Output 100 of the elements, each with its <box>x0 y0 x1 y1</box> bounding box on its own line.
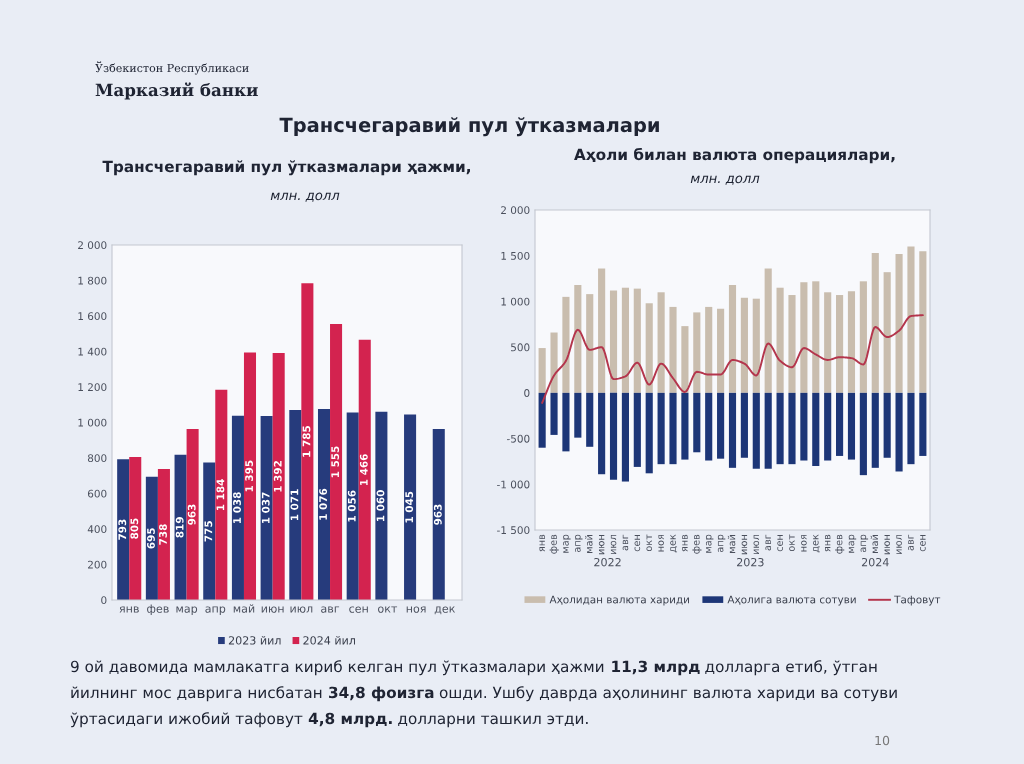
x-tick-label: мар <box>176 606 198 615</box>
data-label: 1 038 <box>233 492 241 524</box>
bar <box>919 251 927 393</box>
bar <box>776 287 784 393</box>
bar <box>215 389 228 600</box>
bar <box>562 296 570 393</box>
data-label: 963 <box>187 504 196 525</box>
text: Ўзбекистон Республикаси <box>95 61 249 75</box>
bar <box>243 352 257 600</box>
text: йилнинг мос даврига нисбатан <box>71 686 322 702</box>
y-tick-label: 600 <box>87 489 107 498</box>
bar <box>598 268 606 393</box>
chart-title: Трансчегаравий пул ўтказмалари ҳажми, <box>102 160 470 176</box>
bar <box>907 392 915 465</box>
x-tick-label: июл <box>896 534 902 554</box>
bar <box>728 284 737 393</box>
bar <box>260 415 273 600</box>
x-tick-label: апр <box>860 534 869 553</box>
bar <box>728 392 737 468</box>
data-label: 819 <box>175 517 184 538</box>
bar <box>633 288 641 393</box>
text: 11,3 млрд <box>612 660 700 676</box>
text: 10 <box>875 735 890 746</box>
bar <box>609 290 618 393</box>
text: 2024 <box>861 557 889 567</box>
bar <box>129 457 142 600</box>
bar <box>621 392 629 482</box>
bar <box>883 392 891 458</box>
bar <box>574 392 582 438</box>
bar <box>669 306 677 393</box>
bar <box>681 392 689 460</box>
bar <box>895 253 903 393</box>
bar <box>289 409 302 600</box>
x-tick-label: ноя <box>658 534 664 552</box>
chart-title: Аҳоли билан валюта операциялари, <box>574 147 895 164</box>
bar <box>693 392 701 453</box>
bar <box>346 412 359 600</box>
y-tick-label: -500 <box>507 434 530 443</box>
x-tick-label: авг <box>765 534 772 551</box>
text: 2022 <box>594 557 621 567</box>
legend-label: Тафовут <box>894 595 941 606</box>
x-tick-label: авг <box>622 534 629 551</box>
text: Марказий банки <box>95 82 258 100</box>
y-tick-label: 0 <box>101 596 107 605</box>
x-tick-label: дек <box>670 534 678 553</box>
bar <box>645 392 653 474</box>
x-tick-label: июл <box>753 534 760 554</box>
bar <box>859 392 867 476</box>
bar <box>895 392 903 472</box>
data-label: 1 045 <box>405 491 414 523</box>
bar <box>740 297 748 393</box>
x-tick-label: ноя <box>801 534 807 552</box>
bar <box>717 392 725 459</box>
bar <box>812 281 820 393</box>
bar <box>174 454 187 600</box>
bar <box>788 295 796 393</box>
bar <box>752 392 760 469</box>
x-tick-label: июн <box>598 535 605 555</box>
x-tick-label: мар <box>705 534 714 553</box>
bar <box>550 332 558 393</box>
bar <box>538 348 546 393</box>
text: 4,8 млрд. <box>308 712 392 728</box>
bar <box>317 409 331 600</box>
x-tick-label: сен <box>777 535 783 552</box>
x-tick-label: июн <box>741 535 748 555</box>
bar <box>764 268 772 393</box>
bar <box>301 283 314 600</box>
bar <box>203 462 216 600</box>
data-label: 1 392 <box>273 461 282 492</box>
bar <box>752 298 760 393</box>
bar <box>824 392 832 461</box>
chart-subtitle: млн. долл <box>270 192 340 202</box>
y-tick-label: 1 800 <box>78 276 107 285</box>
bar <box>586 294 594 393</box>
bar <box>717 308 725 393</box>
y-tick-label: 1 600 <box>78 312 107 321</box>
y-tick-label: 1 200 <box>78 383 107 392</box>
bar <box>847 291 856 393</box>
bar <box>919 392 927 456</box>
y-tick-label: 400 <box>87 525 107 534</box>
bar <box>231 415 244 600</box>
x-tick-label: май <box>727 535 736 553</box>
bar <box>847 392 856 460</box>
x-tick-label: окт <box>789 534 795 552</box>
y-tick-label: 1 000 <box>78 418 107 427</box>
y-tick-label: 800 <box>87 454 107 463</box>
bar <box>812 392 820 466</box>
x-tick-label: сен <box>634 535 641 552</box>
data-label: 738 <box>159 524 167 545</box>
bar <box>657 292 665 393</box>
data-label: 1 076 <box>319 488 328 520</box>
bar <box>598 392 606 475</box>
x-tick-label: июн <box>261 606 284 613</box>
bar <box>633 392 641 467</box>
x-tick-label: апр <box>575 534 583 553</box>
bar <box>574 284 582 393</box>
bar <box>669 392 677 465</box>
bar <box>693 312 701 393</box>
bar <box>705 306 713 393</box>
text: долларни ташкил этди. <box>398 715 588 728</box>
